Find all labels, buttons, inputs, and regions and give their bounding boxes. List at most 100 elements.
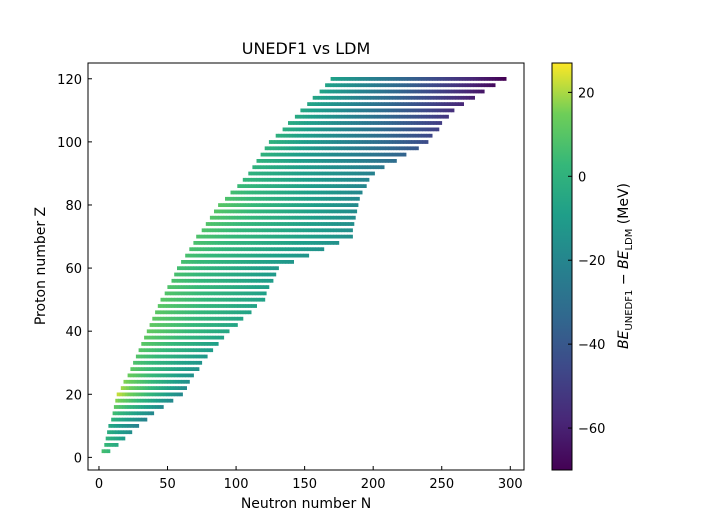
- heatmap-cell: [163, 392, 167, 397]
- heatmap-cell: [134, 379, 138, 384]
- heatmap-cell: [396, 146, 400, 151]
- heatmap-cell: [437, 89, 441, 94]
- heatmap-cell: [299, 165, 303, 170]
- heatmap-cell: [257, 285, 262, 289]
- heatmap-cell: [207, 342, 211, 346]
- heatmap-cell: [364, 102, 368, 106]
- heatmap-cell: [260, 152, 264, 157]
- heatmap-cell: [248, 171, 252, 176]
- heatmap-cell: [338, 114, 342, 119]
- heatmap-cell: [225, 196, 229, 201]
- heatmap-cell: [216, 209, 220, 214]
- heatmap-cell: [270, 177, 274, 182]
- heatmap-cell: [277, 260, 281, 264]
- heatmap-cell: [330, 159, 334, 163]
- heatmap-cell: [223, 228, 227, 233]
- heatmap-cell: [122, 417, 126, 422]
- heatmap-cell: [270, 171, 274, 176]
- heatmap-cell: [194, 260, 198, 264]
- heatmap-cell: [120, 386, 124, 390]
- heatmap-cell: [462, 77, 466, 81]
- heatmap-cell: [168, 392, 172, 397]
- heatmap-cell: [294, 241, 299, 245]
- heatmap-cell: [340, 152, 344, 157]
- heatmap-cell: [412, 77, 416, 81]
- heatmap-cell: [129, 411, 133, 416]
- heatmap-cell: [107, 443, 111, 447]
- heatmap-cell: [436, 102, 440, 106]
- heatmap-cell: [270, 184, 274, 188]
- heatmap-cell: [146, 392, 150, 397]
- heatmap-cell: [286, 234, 290, 239]
- heatmap-cell: [304, 152, 308, 157]
- heatmap-cell: [315, 196, 319, 201]
- heatmap-cell: [160, 373, 164, 378]
- heatmap-cell: [368, 171, 373, 176]
- heatmap-cell: [245, 272, 249, 277]
- heatmap-cell: [425, 95, 429, 100]
- heatmap-cell: [289, 228, 293, 233]
- heatmap-cell: [352, 171, 356, 176]
- heatmap-cell: [278, 234, 282, 239]
- heatmap-cell: [234, 228, 238, 233]
- heatmap-cell: [179, 316, 183, 321]
- heatmap-cell: [174, 354, 178, 359]
- heatmap-cell: [234, 272, 238, 277]
- heatmap-cell: [126, 379, 130, 384]
- heatmap-cell: [235, 260, 240, 264]
- heatmap-cell: [281, 241, 285, 245]
- heatmap-cell: [262, 184, 266, 188]
- heatmap-cell: [209, 241, 214, 245]
- heatmap-cell: [273, 203, 277, 207]
- heatmap-cell: [351, 95, 355, 100]
- heatmap-cell: [215, 304, 219, 308]
- heatmap-cell: [341, 203, 345, 207]
- heatmap-cell: [333, 83, 337, 88]
- heatmap-cell: [392, 102, 396, 106]
- heatmap-cell: [290, 190, 294, 195]
- heatmap-cell: [283, 241, 288, 245]
- heatmap-cell: [192, 260, 196, 264]
- heatmap-cell: [334, 209, 338, 214]
- heatmap-cell: [355, 89, 359, 94]
- heatmap-cell: [116, 436, 120, 441]
- heatmap-cell: [333, 159, 337, 163]
- heatmap-cell: [223, 266, 227, 271]
- heatmap-cell: [163, 373, 167, 378]
- heatmap-cell: [135, 373, 140, 378]
- heatmap-cell: [174, 278, 178, 283]
- heatmap-cell: [352, 89, 356, 94]
- heatmap-cell: [338, 108, 342, 113]
- heatmap-cell: [327, 171, 331, 176]
- heatmap-cell: [395, 95, 399, 100]
- heatmap-cell: [159, 398, 163, 403]
- heatmap-cell: [266, 260, 270, 264]
- heatmap-cell: [182, 316, 186, 321]
- heatmap-cell: [318, 102, 322, 106]
- heatmap-cell: [408, 102, 412, 106]
- heatmap-cell: [349, 228, 353, 233]
- heatmap-cell: [296, 140, 300, 144]
- heatmap-cell: [416, 127, 421, 132]
- heatmap-cell: [281, 228, 285, 233]
- heatmap-cell: [164, 291, 168, 296]
- heatmap-cell: [303, 184, 307, 188]
- heatmap-cell: [301, 165, 305, 170]
- heatmap-cell: [314, 228, 318, 233]
- heatmap-cell: [160, 304, 164, 308]
- heatmap-cell: [212, 316, 216, 321]
- heatmap-cell: [330, 133, 334, 138]
- heatmap-cell: [282, 247, 286, 252]
- heatmap-cell: [157, 304, 161, 308]
- heatmap-cell: [104, 449, 108, 454]
- heatmap-cell: [285, 209, 289, 214]
- heatmap-cell: [279, 222, 283, 226]
- heatmap-cell: [185, 316, 189, 321]
- heatmap-cell: [358, 89, 362, 94]
- heatmap-cell: [237, 278, 241, 283]
- heatmap-cell: [433, 127, 437, 132]
- heatmap-cell: [300, 203, 304, 207]
- heatmap-cell: [451, 108, 455, 113]
- heatmap-cell: [395, 140, 399, 144]
